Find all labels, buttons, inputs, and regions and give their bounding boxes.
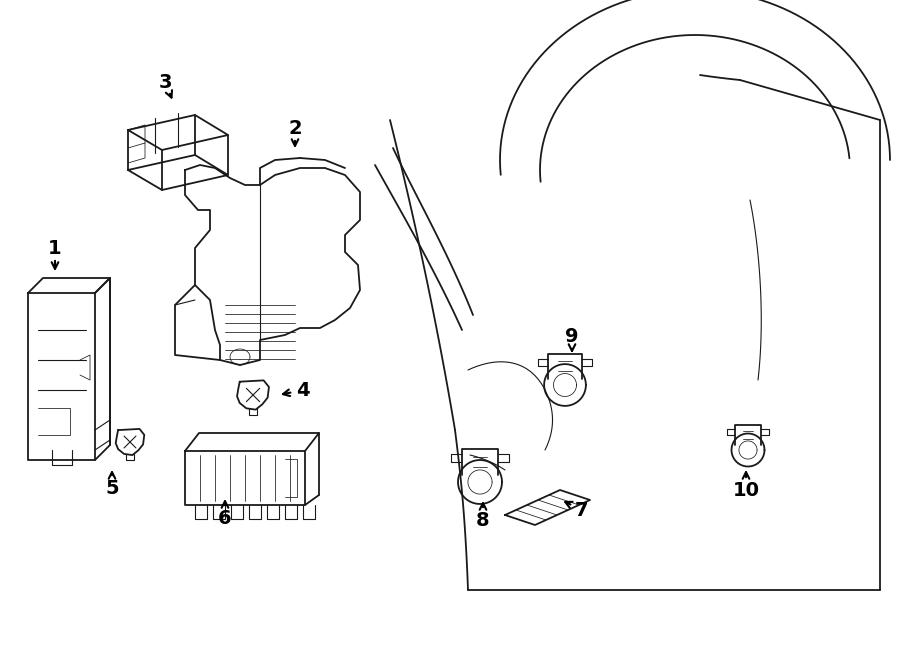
Text: 3: 3 [158, 73, 172, 91]
Text: 10: 10 [733, 481, 760, 500]
Text: 1: 1 [49, 239, 62, 258]
Text: 8: 8 [476, 510, 490, 529]
Text: 4: 4 [296, 381, 310, 399]
Text: 5: 5 [105, 479, 119, 498]
Text: 6: 6 [218, 508, 232, 527]
Text: 9: 9 [565, 327, 579, 346]
Text: 2: 2 [288, 118, 302, 137]
Text: 7: 7 [575, 500, 589, 520]
